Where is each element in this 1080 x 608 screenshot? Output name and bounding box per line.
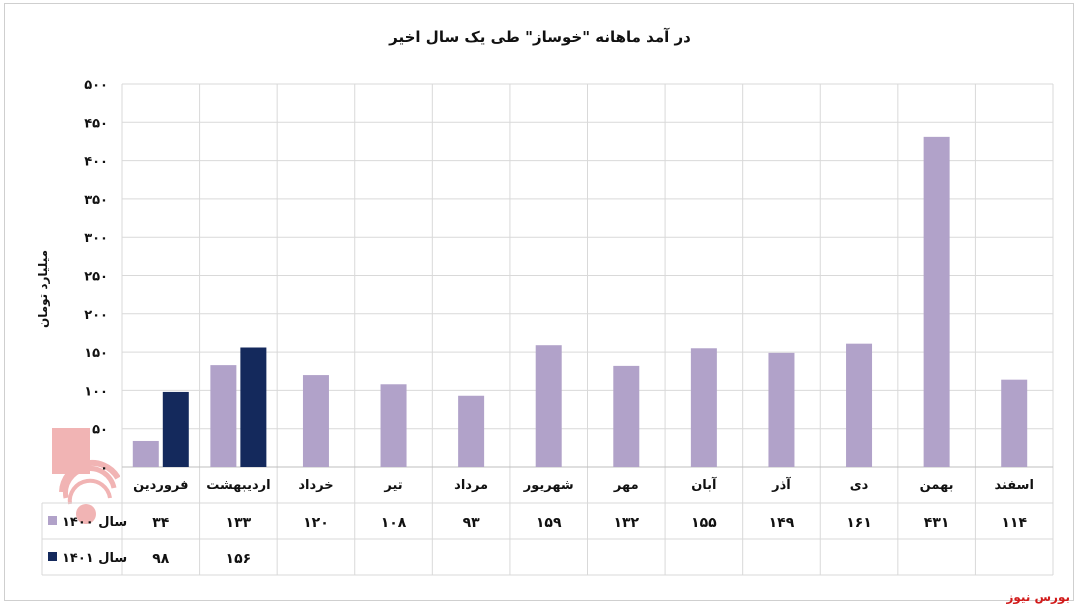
bar: [458, 395, 485, 467]
bar: [132, 440, 159, 467]
y-tick-label: ۲۰۰: [84, 308, 108, 323]
source-label: بورس نیوز: [1006, 590, 1070, 604]
watermark-logo: [52, 428, 120, 524]
bar: [1001, 379, 1028, 467]
data-label: ۳۴: [152, 515, 170, 531]
bar: [535, 345, 562, 467]
data-label: ۱۲۰: [303, 515, 329, 531]
data-label: ۴۳۱: [924, 515, 950, 531]
y-tick-label: ۲۵۰: [84, 270, 108, 285]
data-label: ۱۵۵: [691, 515, 717, 531]
bar: [210, 365, 237, 467]
category-label: اسفند: [994, 478, 1033, 493]
category-label: بهمن: [920, 478, 954, 493]
data-label: ۱۳۳: [226, 515, 252, 531]
data-label: ۹۸: [152, 551, 170, 567]
category-label: آبان: [691, 476, 717, 493]
bar: [923, 136, 950, 467]
data-label: ۱۵۹: [536, 515, 562, 531]
data-label: ۱۵۶: [226, 551, 252, 567]
data-label: ۱۰۸: [381, 515, 407, 531]
y-tick-label: ۱۰۰: [84, 384, 108, 399]
data-label: ۱۳۲: [613, 515, 639, 531]
category-label: آذر: [771, 476, 791, 493]
chart-frame: [4, 3, 1074, 601]
chart-title: در آمد ماهانه "خوساز" طی یک سال اخیر: [389, 28, 691, 46]
bar: [380, 384, 407, 467]
legend-key: [48, 552, 57, 561]
category-label: مرداد: [454, 478, 488, 493]
legend-label: سال ۱۴۰۰: [62, 515, 127, 530]
bar: [846, 343, 873, 467]
category-label: شهریور: [523, 478, 574, 493]
bar: [302, 375, 329, 467]
y-tick-label: ۵۰۰: [84, 78, 108, 93]
category-label: فروردین: [133, 478, 188, 493]
category-label: مهر: [613, 478, 639, 493]
y-tick-label: ۴۰۰: [84, 155, 108, 170]
data-label: ۱۴۹: [769, 515, 795, 531]
legend-key: [48, 516, 57, 525]
y-tick-label: ۰: [100, 461, 108, 476]
category-label: تیر: [383, 478, 402, 493]
y-tick-label: ۳۵۰: [84, 193, 108, 208]
category-label: دی: [850, 478, 869, 493]
category-label: خرداد: [298, 478, 333, 493]
bar: [162, 391, 189, 467]
y-tick-label: ۴۵۰: [84, 116, 108, 131]
y-tick-label: ۱۵۰: [84, 346, 108, 361]
bar: [240, 347, 267, 467]
category-label: اردیبهشت: [206, 478, 270, 493]
bar: [768, 352, 795, 467]
legend-label: سال ۱۴۰۱: [62, 551, 127, 566]
y-tick-label: ۳۰۰: [84, 231, 108, 246]
y-tick-label: ۵۰: [92, 423, 108, 438]
data-label: ۱۶۱: [846, 515, 872, 531]
bar: [690, 348, 717, 467]
data-label: ۱۱۴: [1001, 515, 1027, 531]
data-label: ۹۳: [463, 515, 481, 531]
bar: [613, 365, 640, 467]
